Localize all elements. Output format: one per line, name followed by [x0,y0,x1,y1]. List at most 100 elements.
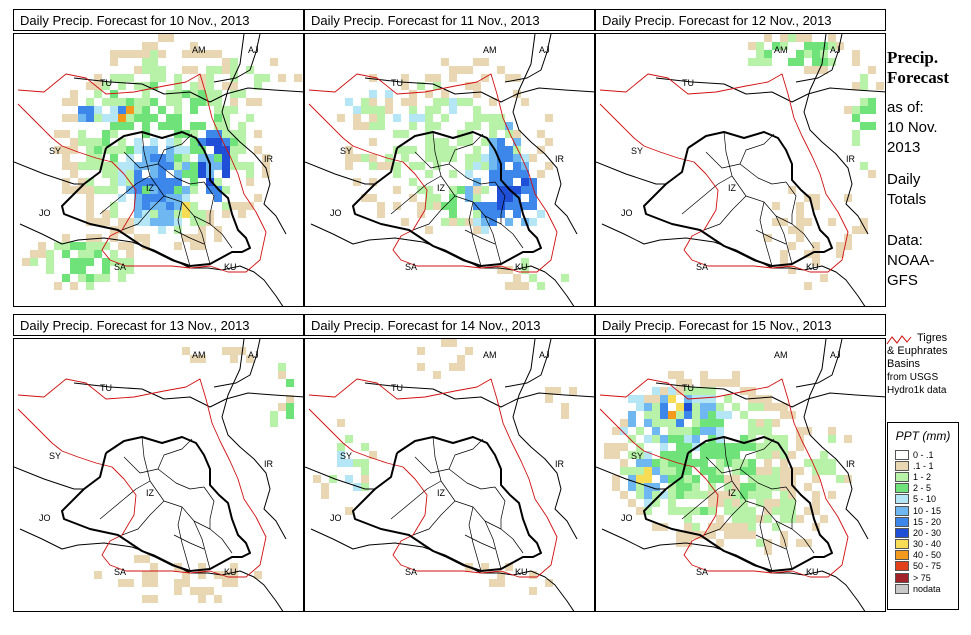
map-label: JO [39,513,51,523]
legend-item: 30 - 40 [895,539,958,550]
asof-line: 10 Nov. [887,119,938,136]
map-label: IZ [437,183,446,193]
legend-label: > 75 [913,572,931,583]
map-label: TU [100,78,112,88]
map-label: KU [224,262,237,272]
legend-swatch [895,572,909,583]
legend-swatch [895,583,909,594]
title-line: Forecast [887,68,949,87]
legend-item: .1 - 1 [895,460,958,471]
map-label: IR [555,154,565,164]
map-label: TU [391,78,403,88]
legend-label: 50 - 75 [913,561,942,572]
map-label: AJ [539,350,550,360]
basin-line: Hydro1k data [887,385,947,396]
map-label: SY [340,146,352,156]
legend-item: 0 - .1 [895,449,958,460]
legend-label: 20 - 30 [913,527,942,538]
map-label: TU [682,78,694,88]
forecast-panel-14nov: Daily Precip. Forecast for 14 Nov., 2013… [304,314,597,612]
map-label: AM [774,45,788,55]
legend-swatch [895,483,909,494]
map-label: KU [806,567,819,577]
map-label: SA [405,567,417,577]
map-label: KU [515,567,528,577]
map-view: AM AJ TU SY IR IZ JO SA KU [304,33,595,307]
basin-line: & Euphrates [887,345,948,357]
legend-item: 1 - 2 [895,471,958,482]
map-label: TU [100,383,112,393]
legend-item: 40 - 50 [895,550,958,561]
forecast-panel-10nov: Daily Precip. Forecast for 10 Nov., 2013… [13,9,306,307]
legend-label: 1 - 2 [913,471,932,482]
map-label: AJ [539,45,550,55]
map-label: SA [114,262,126,272]
forecast-panel-13nov: Daily Precip. Forecast for 13 Nov., 2013… [13,314,306,612]
map-label: AJ [830,45,841,55]
map-view: AM AJ TU SY IR IZ JO SA KU [595,338,886,612]
map-label: KU [806,262,819,272]
legend-item: 2 - 5 [895,483,958,494]
map-label: SY [631,146,643,156]
map-label: TU [682,383,694,393]
map-label: IZ [146,488,155,498]
legend-label: 5 - 10 [913,494,937,505]
as-of-text: as of: 10 Nov. 2013 [887,98,938,158]
legend-item: > 75 [895,572,958,583]
map-label: IR [846,154,856,164]
legend-swatch [895,471,909,482]
panel-title: Daily Precip. Forecast for 11 Nov., 2013 [304,9,595,31]
panel-title: Daily Precip. Forecast for 13 Nov., 2013 [13,314,304,336]
panel-title: Daily Precip. Forecast for 15 Nov., 2013 [595,314,886,336]
map-view: AM AJ TU SY IR IZ JO SA KU [595,33,886,307]
data-source-text: Data: NOAA- GFS [887,231,935,291]
map-label: SA [114,567,126,577]
map-label: IZ [728,183,737,193]
precip-map: AM AJ TU SY IR IZ JO SA KU [14,34,303,306]
map-label: AM [192,45,206,55]
legend-item: 5 - 10 [895,494,958,505]
precip-map: AM AJ TU SY IR IZ JO SA KU [596,339,885,611]
map-label: IZ [728,488,737,498]
legend-label: 15 - 20 [913,516,942,527]
map-label: IZ [437,488,446,498]
legend-swatch [895,561,909,572]
map-label: AM [483,350,497,360]
legend-swatch [895,505,909,516]
map-label: SA [696,567,708,577]
map-label: IR [264,459,274,469]
precip-map: AM AJ TU SY IR IZ JO SA KU [305,34,594,306]
map-label: TU [391,383,403,393]
map-view: AM AJ TU SY IR IZ JO SA KU [304,338,595,612]
data-line: GFS [887,272,918,289]
daily-line: Daily [887,171,921,188]
title-line: Precip. [887,48,939,67]
asof-line: 2013 [887,139,921,156]
sidebar-title: Precip. Forecast [887,48,949,88]
map-label: SY [631,451,643,461]
map-label: AJ [830,350,841,360]
legend-swatch [895,494,909,505]
map-label: JO [330,208,342,218]
panel-title: Daily Precip. Forecast for 10 Nov., 2013 [13,9,304,31]
legend-label: 0 - .1 [913,449,934,460]
map-label: AM [192,350,206,360]
legend-swatch [895,527,909,538]
map-label: AJ [248,45,259,55]
basin-line: Tigres [917,332,948,344]
legend-label: 2 - 5 [913,483,932,494]
forecast-panel-15nov: Daily Precip. Forecast for 15 Nov., 2013… [595,314,888,612]
legend-swatch [895,460,909,471]
map-view: AM AJ TU SY IR IZ JO SA KU [13,33,304,307]
map-label: SA [696,262,708,272]
map-label: AM [774,350,788,360]
legend-swatch [895,516,909,527]
legend-swatch [895,539,909,550]
basin-line: from USGS [887,372,939,383]
forecast-panel-11nov: Daily Precip. Forecast for 11 Nov., 2013… [304,9,597,307]
forecast-panel-12nov: Daily Precip. Forecast for 12 Nov., 2013… [595,9,888,307]
legend-title: PPT (mm) [895,429,951,443]
legend-label: 10 - 15 [913,505,942,516]
